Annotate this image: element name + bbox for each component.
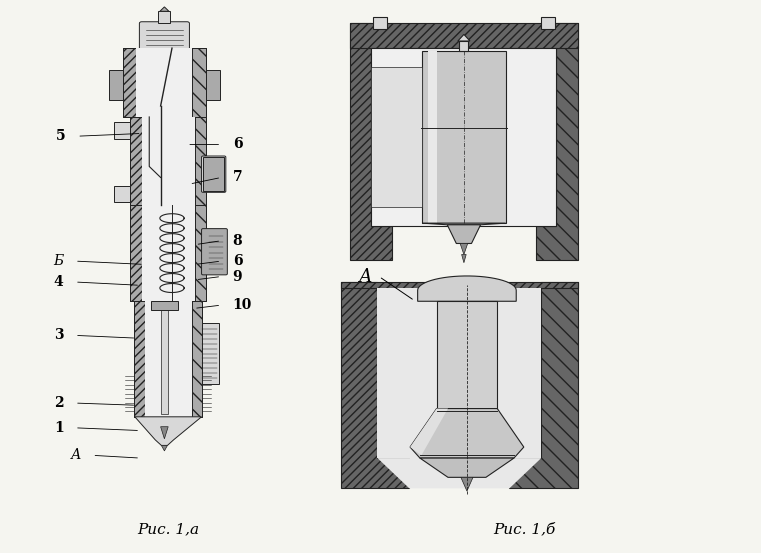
Polygon shape — [509, 282, 578, 488]
Bar — [130, 117, 206, 205]
Bar — [350, 23, 578, 48]
Bar — [422, 51, 505, 223]
Bar — [437, 301, 497, 411]
Text: А: А — [358, 268, 371, 285]
Bar — [373, 17, 387, 29]
Text: 9: 9 — [233, 269, 242, 284]
Bar — [460, 41, 469, 51]
Polygon shape — [418, 276, 516, 301]
Bar — [136, 48, 193, 117]
Polygon shape — [377, 458, 541, 488]
Polygon shape — [135, 417, 202, 445]
Bar — [161, 304, 168, 414]
Bar — [151, 301, 178, 310]
Polygon shape — [410, 409, 448, 455]
Text: 7: 7 — [233, 170, 242, 185]
Polygon shape — [458, 34, 470, 41]
Polygon shape — [420, 458, 514, 477]
Text: Рис. 1,а: Рис. 1,а — [137, 523, 199, 536]
Text: 1: 1 — [54, 421, 64, 435]
Bar — [371, 48, 556, 226]
Bar — [130, 205, 206, 301]
Text: А: А — [71, 448, 81, 462]
Text: 8: 8 — [233, 234, 242, 248]
Polygon shape — [410, 409, 524, 458]
Text: 3: 3 — [54, 328, 64, 342]
Polygon shape — [447, 225, 481, 243]
Bar — [109, 70, 123, 101]
Polygon shape — [341, 282, 409, 488]
Bar — [377, 288, 541, 458]
Bar — [371, 67, 422, 207]
Polygon shape — [462, 254, 466, 263]
Polygon shape — [460, 243, 468, 254]
Bar — [428, 51, 438, 223]
Bar — [195, 205, 206, 301]
Polygon shape — [160, 7, 169, 11]
Bar — [145, 301, 192, 417]
Bar — [145, 117, 153, 178]
Text: 5: 5 — [56, 129, 66, 143]
Bar — [123, 48, 136, 117]
Text: Б: Б — [53, 254, 64, 268]
Bar — [203, 157, 224, 191]
Bar — [142, 205, 195, 301]
Bar — [130, 205, 142, 301]
Polygon shape — [461, 477, 473, 491]
Text: Рис. 1,б: Рис. 1,б — [493, 523, 556, 536]
Bar — [195, 117, 206, 205]
Text: 6: 6 — [233, 254, 242, 268]
Bar — [130, 117, 142, 205]
Text: 6: 6 — [233, 138, 242, 152]
Bar — [134, 301, 202, 417]
Polygon shape — [350, 23, 392, 260]
FancyBboxPatch shape — [139, 22, 189, 50]
Bar — [341, 282, 578, 288]
Bar — [134, 301, 145, 417]
Text: 10: 10 — [233, 298, 252, 312]
Bar — [193, 48, 206, 117]
FancyBboxPatch shape — [202, 228, 228, 275]
Bar — [123, 48, 206, 117]
Bar — [192, 301, 202, 417]
Polygon shape — [161, 427, 168, 439]
Bar — [206, 70, 220, 101]
Bar — [142, 117, 195, 205]
Text: 4: 4 — [54, 275, 64, 289]
Bar — [113, 186, 130, 202]
Bar — [113, 122, 130, 139]
Text: 2: 2 — [54, 396, 64, 410]
Polygon shape — [422, 223, 505, 225]
Bar — [541, 17, 555, 29]
Polygon shape — [536, 23, 578, 260]
Bar — [202, 324, 219, 384]
FancyBboxPatch shape — [202, 156, 226, 192]
Polygon shape — [161, 445, 167, 451]
Bar — [158, 11, 170, 23]
